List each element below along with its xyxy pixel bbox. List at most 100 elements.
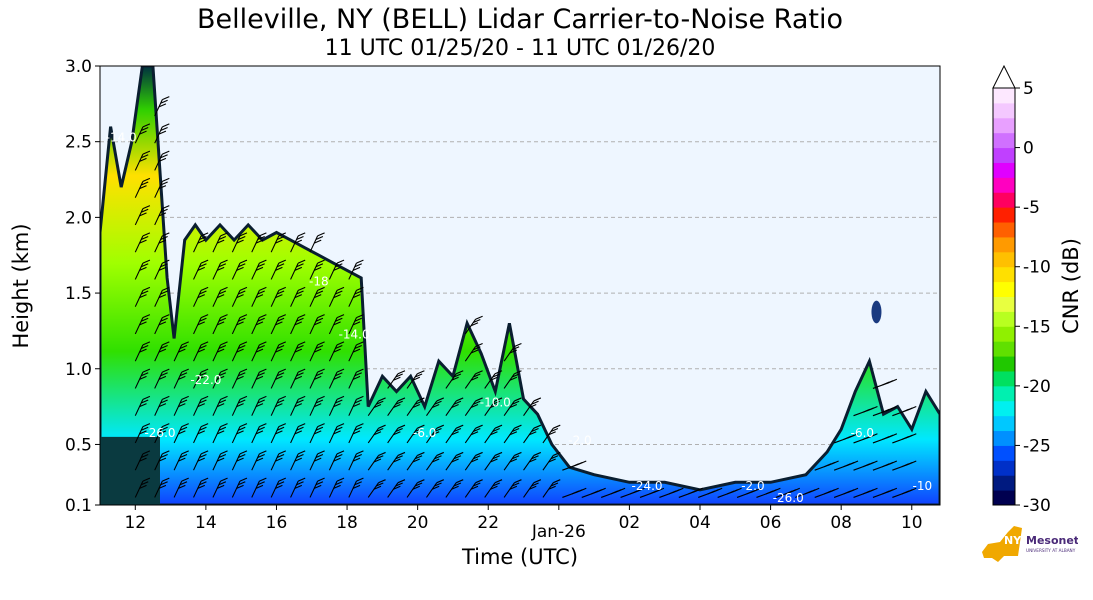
wind-barb	[173, 368, 189, 389]
x-tick-label: 10	[901, 513, 923, 533]
colorbar-segment	[993, 385, 1015, 402]
wind-barb	[134, 423, 151, 444]
wind-barb	[328, 450, 345, 471]
contour-label: -14.0	[106, 131, 137, 145]
wind-barb	[503, 370, 522, 389]
wind-barb	[348, 477, 364, 498]
wind-barb	[581, 487, 606, 498]
wind-barb	[251, 341, 267, 362]
wind-barb	[775, 487, 801, 498]
wind-barb	[212, 259, 228, 280]
wind-barb	[367, 397, 386, 417]
contour-labels: -14.0 -26.0 -22.0 -18 -14.0 -6.0 -10.0 -2.0 -24.…	[106, 131, 933, 505]
wind-barb	[290, 477, 306, 498]
low-cloud-layer	[100, 436, 160, 505]
wind-barb	[387, 397, 406, 417]
wind-barb	[290, 259, 306, 280]
wind-barb	[154, 314, 170, 335]
wind-barb	[309, 259, 325, 280]
wind-barb	[814, 487, 839, 498]
wind-barb	[290, 286, 306, 307]
wind-barb	[231, 477, 248, 498]
wind-barb	[154, 368, 170, 389]
wind-barb	[231, 450, 248, 471]
colorbar-segment	[993, 251, 1015, 268]
wind-barb	[387, 424, 406, 444]
x-tick-label: 12	[124, 513, 146, 533]
wind-barb	[659, 487, 684, 498]
wind-barb	[134, 177, 151, 198]
x-axis-label: Time (UTC)	[461, 545, 578, 569]
y-axis: 0.1 0.5 1.0 1.5 2.0 2.5 3.0	[65, 57, 100, 516]
contour-label: -18	[309, 275, 329, 289]
wind-barb	[872, 460, 898, 471]
colorbar-segment	[993, 356, 1015, 372]
contour-label: -14.0	[339, 327, 370, 341]
colorbar-tick-label: 5	[1023, 79, 1034, 99]
wind-barb	[212, 341, 228, 362]
wind-barb	[231, 341, 248, 362]
wind-barb	[231, 314, 248, 335]
x-tick-label: 02	[619, 513, 641, 533]
colorbar-tick-label: -10	[1023, 258, 1051, 278]
x-tick-label: Jan-26	[531, 522, 586, 542]
x-tick-label: 08	[830, 513, 852, 533]
wind-barb	[406, 424, 425, 444]
wind-barb	[698, 487, 723, 498]
wind-barb	[134, 205, 151, 226]
wind-barb	[134, 368, 151, 389]
wind-barb	[426, 451, 445, 471]
wind-barb	[270, 286, 287, 307]
wind-barb	[523, 479, 542, 498]
wind-barb	[270, 341, 287, 362]
wind-barb	[154, 123, 170, 144]
wind-barb	[387, 451, 406, 471]
wind-barb	[270, 259, 287, 280]
y-tick-label: 0.5	[65, 435, 92, 455]
wind-barb	[290, 314, 306, 335]
colorbar-segment	[993, 88, 1015, 104]
wind-barb	[872, 406, 898, 417]
contour-label: -10	[913, 479, 933, 493]
colorbar-tick-label: 0	[1023, 139, 1034, 159]
wind-barb	[270, 450, 287, 471]
wind-barb	[154, 477, 170, 498]
wind-barb	[387, 479, 406, 498]
contour-label: -24.0	[632, 479, 663, 493]
wind-barb	[270, 232, 287, 253]
colorbar-segment	[993, 490, 1015, 506]
colorbar-segment	[993, 326, 1015, 342]
wind-barb	[290, 395, 306, 416]
wind-barb	[290, 232, 306, 253]
wind-barb	[367, 424, 386, 444]
wind-barb	[426, 479, 445, 498]
wind-barb	[193, 286, 209, 307]
wind-barb	[231, 368, 248, 389]
colorbar-tick-label: -15	[1023, 317, 1051, 337]
wind-barb	[484, 397, 503, 417]
wind-barb	[328, 477, 345, 498]
colorbar-segment	[993, 460, 1015, 476]
wind-barb	[212, 423, 228, 444]
wind-barb	[892, 487, 917, 498]
x-tick-label: 22	[477, 513, 499, 533]
colorbar-segment	[993, 222, 1015, 238]
x-axis: 12 14 16 18 20 22 Jan-26 02 04 06 08 10	[124, 505, 923, 542]
colorbar-tick-label: -5	[1023, 198, 1040, 218]
wind-barb	[562, 487, 587, 498]
wind-barb	[134, 477, 151, 498]
x-tick-label: 20	[407, 513, 429, 533]
wind-barb	[251, 477, 267, 498]
wind-barb	[464, 370, 483, 389]
wind-barb	[173, 395, 189, 416]
wind-barb	[270, 395, 287, 416]
wind-barb	[523, 451, 542, 471]
x-tick-label: 06	[760, 513, 782, 533]
colorbar-segment	[993, 132, 1015, 149]
y-tick-label: 2.5	[65, 133, 92, 153]
wind-barb	[833, 487, 859, 498]
plot-frame	[99, 65, 941, 506]
wind-barb	[134, 123, 151, 144]
wind-barb	[290, 423, 306, 444]
